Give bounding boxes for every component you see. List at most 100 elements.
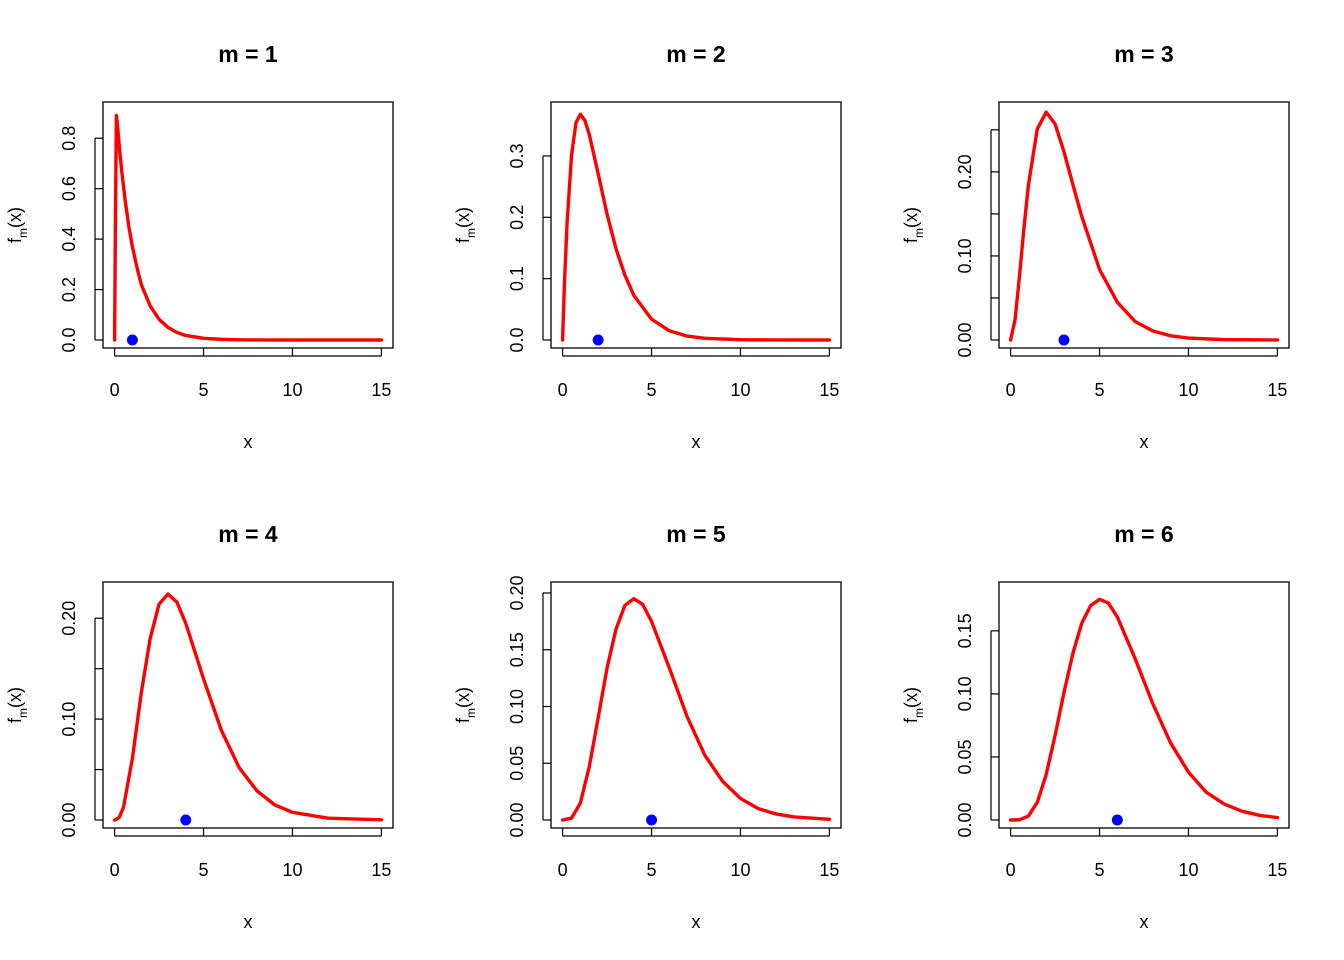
y-axis-label: fm(x)	[901, 687, 926, 723]
chart-panel-1: m = 1 0 5 10 15 x 0.0 0.2 0.4 0.6 0.8 fm(x)	[5, 41, 394, 452]
x-tick-label: 0	[110, 380, 120, 400]
y-tick-label: 0.00	[955, 322, 975, 357]
y-axis-label-f: f	[5, 237, 25, 243]
x-tick-label: 10	[282, 380, 302, 400]
x-tick-label: 10	[1178, 380, 1198, 400]
plot-frame	[998, 101, 1290, 349]
y-axis-label-f: f	[453, 717, 473, 723]
y-tick-label: 0.05	[955, 739, 975, 774]
x-tick-label: 0	[1006, 380, 1016, 400]
y-tick-label: 0.6	[59, 176, 79, 201]
y-tick-label: 0.3	[507, 143, 527, 168]
y-tick-label: 0.1	[507, 266, 527, 291]
density-curve-series-1	[112, 592, 384, 822]
y-tick-label: 0.2	[507, 205, 527, 230]
y-tick-label: 0.8	[59, 126, 79, 151]
y-tick-label: 0.10	[955, 676, 975, 711]
y-tick-label: 0.4	[59, 227, 79, 252]
x-axis-label: x	[244, 912, 253, 932]
x-axis-label: x	[1140, 912, 1149, 932]
y-axis-label: fm(x)	[5, 207, 30, 243]
y-tick-label: 0.00	[59, 802, 79, 837]
x-tick-label: 5	[647, 860, 657, 880]
density-curve-series-1	[560, 112, 832, 342]
density-curve-series-1	[560, 596, 832, 822]
x-tick-label: 5	[647, 380, 657, 400]
density-curve-series-1	[1008, 597, 1280, 822]
x-tick-label: 15	[1267, 860, 1287, 880]
y-axis-label-subscript: m	[912, 708, 926, 718]
mean-point	[126, 334, 138, 346]
x-tick-label: 15	[371, 860, 391, 880]
x-tick-label: 5	[199, 380, 209, 400]
mean-point	[646, 814, 658, 826]
chart-title: m = 6	[1114, 521, 1173, 547]
x-tick-label: 0	[110, 860, 120, 880]
y-tick-label: 0.20	[507, 575, 527, 610]
x-axis-label: x	[692, 912, 701, 932]
mean-point	[1111, 814, 1123, 826]
plot-frame	[102, 581, 394, 829]
y-axis-label-tail: (x)	[901, 207, 921, 228]
x-tick-label: 15	[371, 380, 391, 400]
x-tick-label: 0	[1006, 860, 1016, 880]
y-axis-label-f: f	[901, 237, 921, 243]
y-tick-label: 0.2	[59, 277, 79, 302]
y-axis-label: fm(x)	[5, 687, 30, 723]
chart-panel-3: m = 3 0 5 10 15 x 0.00 0.10 0.20 fm(x)	[901, 41, 1290, 452]
chart-panel-2: m = 2 0 5 10 15 x 0.0 0.1 0.2 0.3 fm(x)	[453, 41, 842, 452]
x-tick-label: 15	[1267, 380, 1287, 400]
y-tick-label: 0.0	[507, 327, 527, 352]
x-tick-label: 10	[730, 380, 750, 400]
y-axis-label: fm(x)	[901, 207, 926, 243]
y-axis-label-subscript: m	[912, 228, 926, 238]
y-axis-label-subscript: m	[16, 228, 30, 238]
y-axis-label-tail: (x)	[453, 207, 473, 228]
density-curve-series-1	[1008, 110, 1280, 342]
y-tick-label: 0.10	[507, 689, 527, 724]
y-axis-label: fm(x)	[453, 687, 478, 723]
y-tick-label: 0.20	[59, 601, 79, 636]
chart-panel-4: m = 4 0 5 10 15 x 0.00 0.10 0.20 fm(x)	[5, 521, 394, 932]
y-tick-label: 0.0	[59, 327, 79, 352]
x-tick-label: 15	[819, 860, 839, 880]
y-tick-label: 0.10	[59, 702, 79, 737]
mean-point	[180, 814, 192, 826]
chart-title: m = 4	[218, 521, 278, 547]
y-tick-label: 0.05	[507, 746, 527, 781]
x-tick-label: 5	[1095, 860, 1105, 880]
chart-title: m = 5	[666, 521, 726, 547]
plot-frame	[550, 581, 842, 829]
y-axis-label-subscript: m	[16, 708, 30, 718]
x-tick-label: 0	[558, 380, 568, 400]
y-axis-label-f: f	[5, 717, 25, 723]
y-axis-label-f: f	[453, 237, 473, 243]
y-tick-label: 0.10	[955, 238, 975, 273]
y-axis-label-f: f	[901, 717, 921, 723]
mean-point	[592, 334, 604, 346]
mean-point	[1058, 334, 1070, 346]
x-axis-label: x	[244, 432, 253, 452]
chart-panel-5: m = 5 0 5 10 15 x 0.00 0.05 0.10 0.15 0.20 fm(x)	[453, 521, 842, 932]
y-axis-label-subscript: m	[464, 228, 478, 238]
y-axis-label-tail: (x)	[453, 687, 473, 708]
plot-frame	[550, 101, 842, 349]
x-tick-label: 0	[558, 860, 568, 880]
y-axis-label-tail: (x)	[5, 687, 25, 708]
y-axis-label-subscript: m	[464, 708, 478, 718]
chart-title: m = 2	[666, 41, 725, 67]
x-tick-label: 15	[819, 380, 839, 400]
x-tick-label: 10	[282, 860, 302, 880]
x-tick-label: 10	[730, 860, 750, 880]
x-axis-label: x	[692, 432, 701, 452]
chart-title: m = 1	[218, 41, 278, 67]
y-axis-label-tail: (x)	[5, 207, 25, 228]
x-tick-label: 5	[199, 860, 209, 880]
plot-frame	[102, 101, 394, 349]
x-axis-label: x	[1140, 432, 1149, 452]
y-tick-label: 0.00	[507, 802, 527, 837]
chart-panel-6: m = 6 0 5 10 15 x 0.00 0.05 0.10 0.15 fm(x)	[901, 521, 1290, 932]
y-axis-label-tail: (x)	[901, 687, 921, 708]
x-tick-label: 10	[1178, 860, 1198, 880]
